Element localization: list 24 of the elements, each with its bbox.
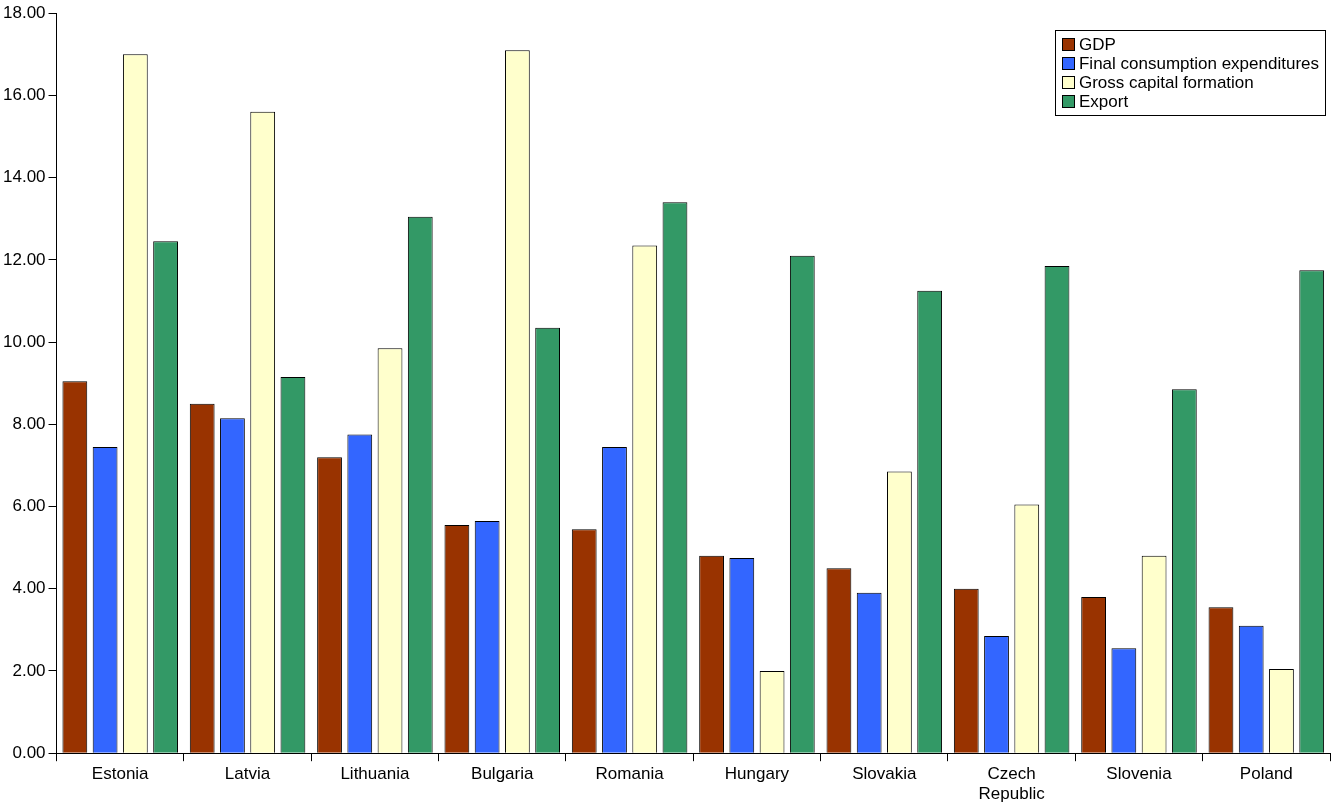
- x-tick-label: Slovakia: [852, 764, 917, 784]
- x-tick-label: Hungary: [724, 764, 790, 784]
- y-tick-label: 14.00: [2, 167, 46, 187]
- x-tick-label: Lithuania: [340, 764, 410, 784]
- legend-label: Final consumption expenditures: [1078, 54, 1319, 73]
- x-tick-label: Estonia: [91, 764, 150, 784]
- legend-label: GDP: [1078, 35, 1116, 54]
- x-tick-label: Slovenia: [1106, 764, 1173, 784]
- x-tick-label: Latvia: [224, 764, 271, 784]
- x-tick-label: Poland: [1239, 764, 1293, 784]
- legend-label: Gross capital formation: [1078, 73, 1254, 92]
- x-tick-label: Czech Republic: [978, 764, 1046, 804]
- y-tick-label: 18.00: [2, 2, 46, 22]
- legend-label: Export: [1078, 92, 1129, 111]
- y-tick-label: 2.00: [12, 660, 46, 680]
- x-tick-label: Bulgaria: [471, 764, 534, 784]
- y-tick-label: 12.00: [2, 249, 46, 269]
- y-tick-label: 16.00: [2, 85, 46, 105]
- y-tick-label: 6.00: [12, 496, 46, 516]
- y-tick-label: 10.00: [2, 331, 46, 351]
- y-tick-label: 4.00: [12, 578, 46, 598]
- y-tick-label: 8.00: [12, 414, 46, 433]
- x-tick-label: Romania: [595, 764, 665, 784]
- y-tick-label: 0.00: [12, 742, 46, 762]
